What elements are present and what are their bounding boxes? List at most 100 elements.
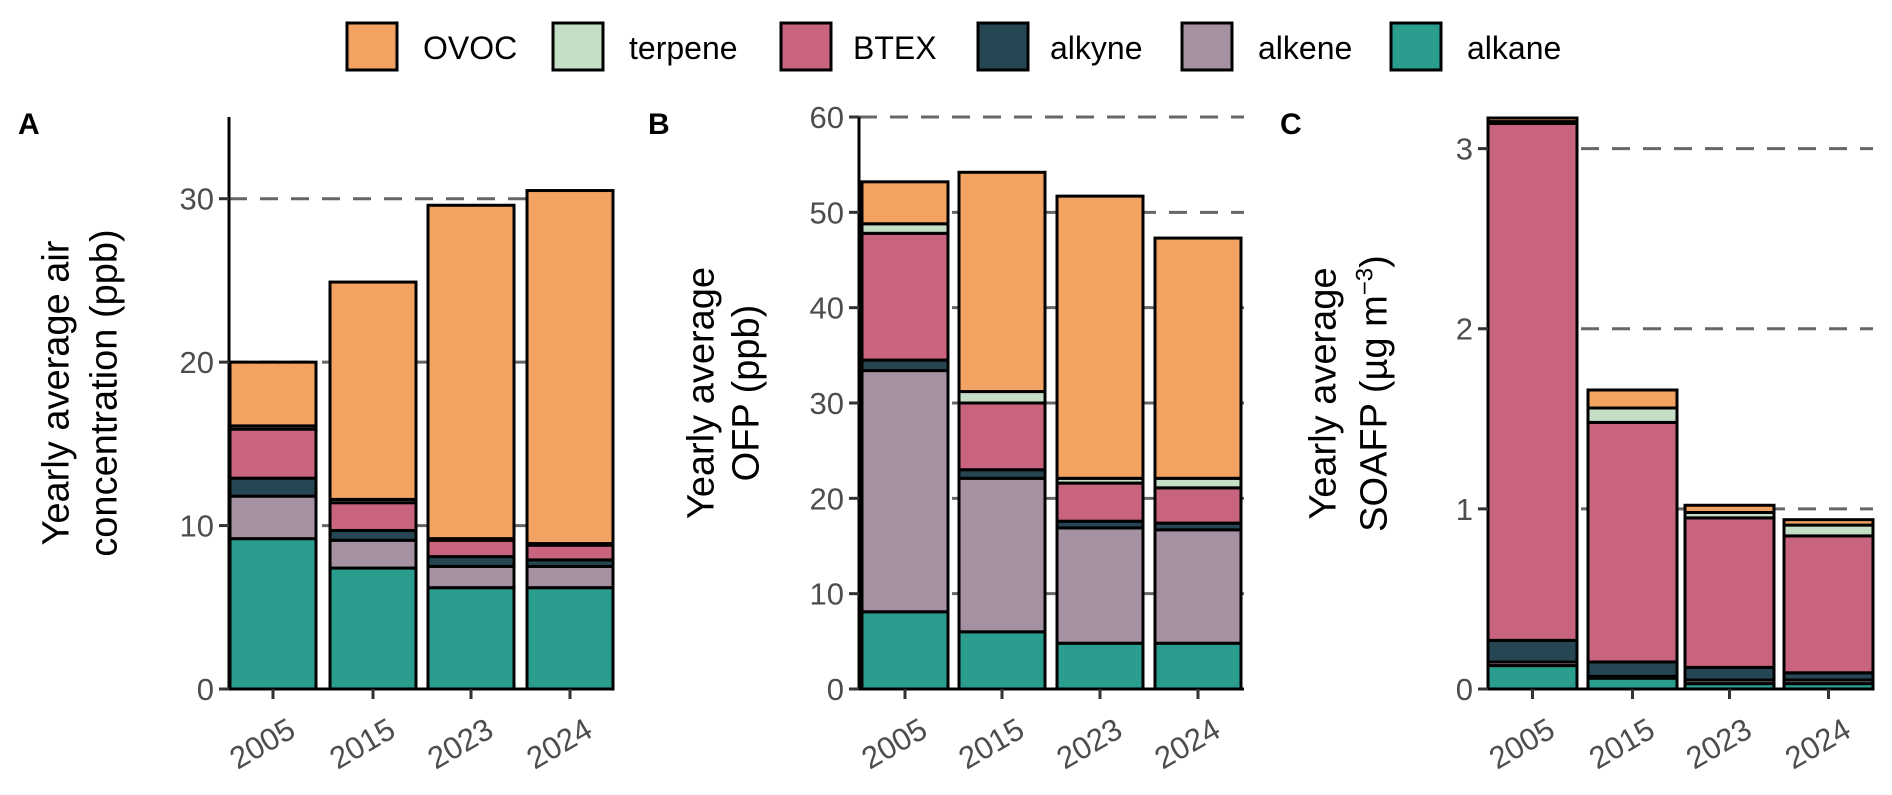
- y-tick-label: 30: [810, 386, 844, 421]
- x-tick-label: 2023: [1680, 711, 1757, 776]
- bar-segment-alkene-2024: [525, 564, 615, 590]
- bar-segment-alkyne-2005: [860, 358, 950, 373]
- legend-swatch: [551, 21, 605, 72]
- legend-label: alkene: [1258, 30, 1352, 66]
- x-tick-label: 2005: [856, 711, 933, 776]
- panel-a: A 0 10 20 30 2005 2015 2023 2024 Yearly average a…: [18, 108, 615, 776]
- bar-segment-btex-2023: [1055, 481, 1145, 523]
- bar-segment-alkane-2024: [1153, 641, 1243, 691]
- y-tick-label: 3: [1456, 132, 1473, 167]
- legend: OVOC terpene BTEX alkyne alkene alkane: [345, 21, 1561, 72]
- y-tick-label: 0: [1456, 672, 1473, 707]
- y-tick-label: 0: [827, 672, 844, 707]
- bar-segment-alkane-2005: [1486, 664, 1579, 691]
- y-tick-label: 30: [180, 182, 214, 217]
- x-tick-label: 2023: [1051, 711, 1128, 776]
- bar-segment-alkene-2015: [328, 538, 418, 570]
- bar-segment-alkene-2005: [860, 369, 950, 614]
- bar-segment-terpene-2024: [1782, 523, 1875, 538]
- y-tick-label: 40: [810, 291, 844, 326]
- y-tick-label: 20: [810, 481, 844, 516]
- bar-segment-btex-2024: [1782, 534, 1875, 675]
- legend-swatch: [1180, 21, 1234, 72]
- bar-segment-terpene-2015: [1586, 406, 1679, 424]
- panel-b: B 0 10 20 30 40 50 60 2005 2015 2023 2024 Yearly ave…: [648, 100, 1244, 776]
- bar-segment-ovoc-2023: [426, 203, 516, 541]
- legend-swatch: [345, 21, 399, 72]
- legend-label: BTEX: [853, 30, 937, 66]
- bar-segment-btex-2023: [426, 538, 516, 559]
- bars: [228, 189, 615, 691]
- legend-label: OVOC: [423, 30, 517, 66]
- bar-segment-ovoc-2023: [1055, 194, 1145, 480]
- bar-segment-alkyne-2005: [1486, 638, 1579, 664]
- panel-c: C 0 1 2 3 2005 2015 2023 2024 Yearly average SOAFP…: [1280, 108, 1875, 776]
- x-tick-label: 2024: [1149, 711, 1226, 776]
- y-axis-title-line2: OFP (ppb): [725, 305, 767, 482]
- x-tick-label: 2015: [324, 711, 401, 776]
- legend-swatch: [976, 21, 1030, 72]
- bar-segment-ovoc-2024: [1782, 518, 1875, 527]
- bar-segment-alkene-2023: [426, 564, 516, 590]
- legend-item-alkene: alkene: [1180, 21, 1352, 72]
- bar-segment-ovoc-2024: [1153, 236, 1243, 480]
- bar-segment-alkene-2024: [1153, 528, 1243, 645]
- bars: [860, 170, 1243, 691]
- x-tick-label: 2024: [521, 711, 598, 776]
- x-tick-label: 2005: [224, 711, 301, 776]
- legend-label: terpene: [629, 30, 738, 66]
- bar-segment-alkane-2005: [228, 537, 318, 691]
- legend-swatch: [1389, 21, 1443, 72]
- y-tick-label: 10: [810, 577, 844, 612]
- y-tick-label: 50: [810, 195, 844, 230]
- y-axis-title-line1: Yearly average air: [35, 240, 77, 545]
- bar-segment-btex-2015: [328, 501, 418, 532]
- y-tick-label: 1: [1456, 492, 1473, 527]
- x-tick-label: 2024: [1779, 711, 1856, 776]
- bar-segment-alkene-2005: [228, 494, 318, 541]
- y-tick-label: 60: [810, 100, 844, 135]
- bar-segment-btex-2024: [525, 543, 615, 562]
- y-axis-title-line2: concentration (ppb): [83, 229, 125, 556]
- bar-segment-alkane-2005: [860, 610, 950, 691]
- bar-segment-btex-2023: [1683, 516, 1776, 669]
- panel-tag: A: [18, 108, 40, 141]
- legend-item-btex: BTEX: [779, 21, 937, 72]
- legend-swatch: [779, 21, 833, 72]
- y-tick-label: 0: [197, 672, 214, 707]
- legend-item-alkyne: alkyne: [976, 21, 1143, 72]
- x-tick-label: 2023: [422, 711, 499, 776]
- x-tick-label: 2015: [1583, 711, 1660, 776]
- bar-segment-alkane-2015: [328, 566, 418, 691]
- x-tick-label: 2015: [953, 711, 1030, 776]
- bar-segment-alkene-2023: [1055, 526, 1145, 645]
- legend-item-ovoc: OVOC: [345, 21, 517, 72]
- bar-segment-terpene-2015: [957, 390, 1047, 405]
- y-axis-title-line2: SOAFP (µg m−3): [1351, 255, 1395, 532]
- y-axis-title-paren: ): [1353, 255, 1395, 268]
- bar-segment-btex-2005: [228, 427, 318, 480]
- bar-segment-ovoc-2024: [525, 189, 615, 546]
- bar-segment-ovoc-2023: [1683, 503, 1776, 514]
- bar-segment-alkyne-2023: [1683, 665, 1776, 682]
- y-tick-label: 20: [180, 345, 214, 380]
- legend-item-alkane: alkane: [1389, 21, 1561, 72]
- panel-tag: C: [1280, 108, 1302, 141]
- bar-segment-alkane-2023: [426, 586, 516, 691]
- panel-tag: B: [648, 108, 670, 141]
- bar-segment-btex-2005: [860, 231, 950, 362]
- y-axis-title-line1: Yearly average: [680, 267, 722, 519]
- y-axis-title-text: SOAFP (µg m: [1353, 295, 1395, 532]
- legend-item-terpene: terpene: [551, 21, 738, 72]
- bar-segment-alkane-2023: [1055, 641, 1145, 691]
- bar-segment-ovoc-2015: [328, 280, 418, 501]
- bar-segment-alkyne-2015: [1586, 660, 1679, 678]
- bar-segment-btex-2015: [1586, 420, 1679, 664]
- bar-segment-alkane-2015: [957, 630, 1047, 691]
- y-tick-label: 10: [180, 509, 214, 544]
- bar-segment-alkyne-2005: [228, 476, 318, 498]
- bar-segment-btex-2015: [957, 401, 1047, 472]
- bar-segment-alkane-2015: [1586, 676, 1679, 691]
- x-tick-label: 2005: [1483, 711, 1560, 776]
